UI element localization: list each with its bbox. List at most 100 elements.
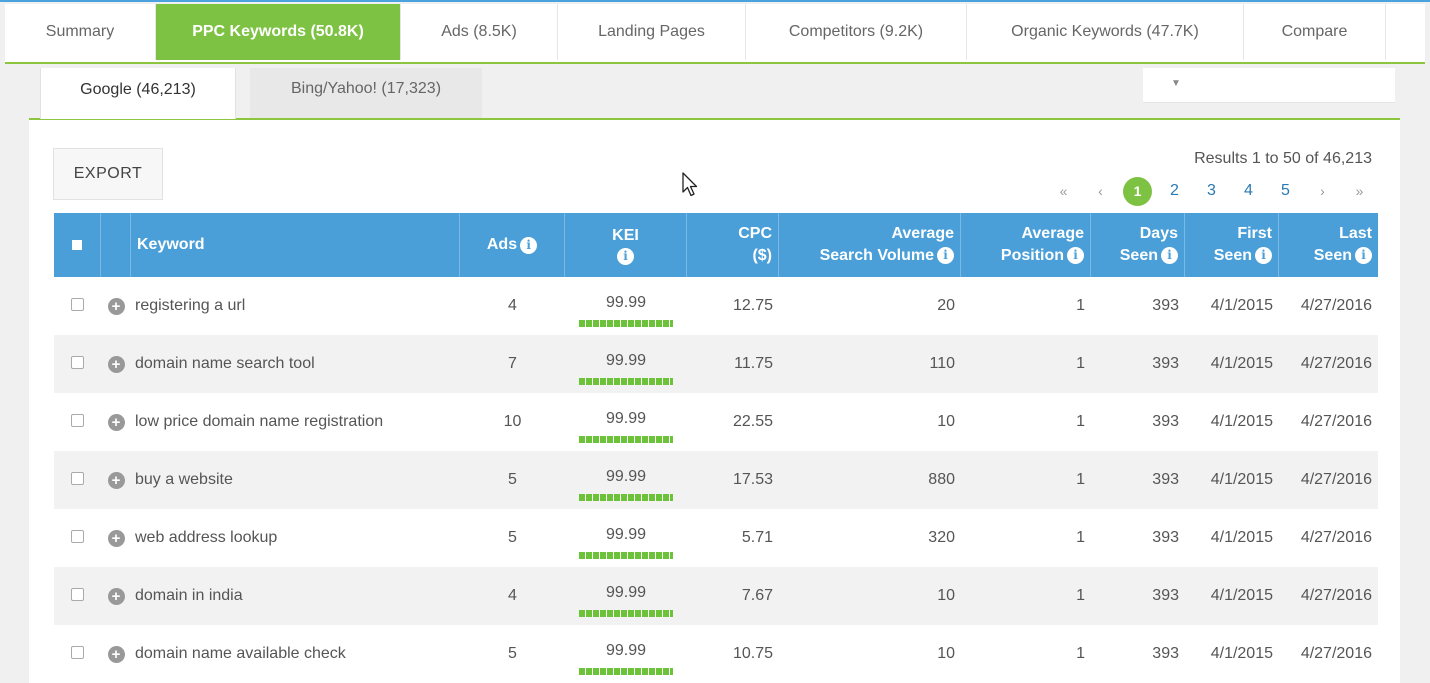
page-link-2[interactable]: 2 — [1170, 182, 1179, 199]
row-checkbox[interactable] — [71, 355, 84, 369]
row-checkbox[interactable] — [71, 587, 84, 601]
plus-circle-icon[interactable]: + — [107, 645, 125, 663]
info-icon[interactable]: i — [520, 236, 538, 254]
col-last-seen-label-2: Seen — [1313, 247, 1352, 264]
col-avg-search-volume-label-2: Search Volume — [819, 247, 934, 264]
col-ads-label: Ads — [486, 236, 518, 253]
plus-circle-icon[interactable]: + — [107, 587, 125, 605]
tab-bing-yahoo[interactable]: Bing/Yahoo! (17,323) — [250, 68, 482, 118]
tab-competitors[interactable]: Competitors (9.2K) — [746, 4, 967, 60]
kei-bar — [579, 610, 673, 617]
last-page-button[interactable]: » — [1355, 183, 1364, 199]
col-days-seen[interactable]: Days Seen i — [1091, 213, 1185, 277]
info-icon[interactable]: i — [1255, 247, 1272, 265]
cell-avg-position: 1 — [1076, 413, 1085, 430]
cell-days-seen: 393 — [1152, 529, 1179, 546]
caret-down-icon: ▼ — [1171, 78, 1181, 89]
filter-dropdown[interactable]: ▼ — [1143, 68, 1395, 103]
tab-ads[interactable]: Ads (8.5K) — [401, 4, 558, 60]
cell-kei: 99.99 — [565, 393, 687, 451]
next-page-button[interactable]: › — [1320, 183, 1325, 199]
tab-ppc-keywords[interactable]: PPC Keywords (50.8K) — [156, 4, 401, 60]
cell-kei: 99.99 — [565, 509, 687, 567]
cell-last-seen: 4/27/2016 — [1300, 587, 1372, 604]
col-avg-search-volume[interactable]: Average Search Volume i — [779, 213, 961, 277]
col-days-seen-label-1: Days — [1139, 225, 1178, 242]
cell-keyword[interactable]: domain name available check — [135, 645, 346, 662]
table-row: + registering a url 99.99 4 12.75 20 1 393 4/1/2… — [54, 277, 1378, 335]
cell-keyword[interactable]: buy a website — [135, 471, 233, 488]
col-first-seen-label-1: First — [1237, 225, 1272, 242]
plus-circle-icon[interactable]: + — [107, 413, 125, 431]
page-link-3[interactable]: 3 — [1207, 182, 1216, 199]
page-link-5[interactable]: 5 — [1281, 182, 1290, 199]
page-link-4[interactable]: 4 — [1244, 182, 1253, 199]
row-select-cell — [54, 335, 101, 393]
tab-summary[interactable]: Summary — [5, 4, 156, 60]
info-icon[interactable]: i — [1161, 247, 1178, 265]
cell-days-seen: 393 — [1152, 297, 1179, 314]
row-checkbox[interactable] — [71, 645, 84, 659]
row-checkbox[interactable] — [71, 529, 84, 543]
cell-avg-position: 1 — [1076, 297, 1085, 314]
plus-circle-icon[interactable]: + — [107, 297, 125, 315]
cell-keyword[interactable]: registering a url — [135, 297, 246, 314]
first-page-button[interactable]: « — [1059, 183, 1068, 199]
cell-keyword[interactable]: domain in india — [135, 587, 243, 604]
col-avg-position[interactable]: Average Position i — [961, 213, 1091, 277]
cell-cpc: 10.75 — [732, 645, 773, 662]
col-ads[interactable]: Ads i — [460, 213, 565, 277]
col-avg-position-label-1: Average — [1021, 225, 1084, 242]
col-last-seen[interactable]: Last Seen i — [1279, 213, 1378, 277]
keywords-table: Keyword Ads i KEI i CPC ($) Average Search V… — [54, 213, 1378, 683]
col-cpc[interactable]: CPC ($) — [687, 213, 779, 277]
row-expand-cell: + — [101, 277, 131, 335]
row-checkbox[interactable] — [71, 297, 84, 311]
cell-first-seen: 4/1/2015 — [1210, 297, 1273, 314]
kei-value: 99.99 — [605, 468, 647, 485]
col-last-seen-label-1: Last — [1339, 225, 1372, 242]
cell-days-seen: 393 — [1152, 587, 1179, 604]
info-icon[interactable]: i — [1067, 247, 1084, 265]
top-accent-line — [0, 0, 1430, 2]
select-all-checkbox[interactable] — [72, 240, 82, 250]
tab-compare[interactable]: Compare — [1244, 4, 1386, 60]
row-checkbox[interactable] — [71, 471, 84, 485]
main-tab-bar: Summary PPC Keywords (50.8K) Ads (8.5K) … — [5, 4, 1425, 64]
kei-value: 99.99 — [605, 526, 647, 543]
cell-first-seen: 4/1/2015 — [1210, 413, 1273, 430]
col-kei[interactable]: KEI i — [565, 213, 687, 277]
row-checkbox[interactable] — [71, 413, 84, 427]
pagination: « ‹ 1 2 3 4 5 › » — [1045, 176, 1378, 206]
cell-keyword[interactable]: low price domain name registration — [135, 413, 384, 430]
info-icon[interactable]: i — [937, 247, 954, 265]
tab-google[interactable]: Google (46,213) — [40, 68, 236, 119]
col-first-seen[interactable]: First Seen i — [1185, 213, 1279, 277]
row-expand-cell: + — [101, 567, 131, 625]
col-keyword[interactable]: Keyword — [131, 213, 460, 277]
ppc-keywords-panel: Google (46,213) Bing/Yahoo! (17,323) ▼ E… — [29, 68, 1400, 683]
cell-keyword[interactable]: web address lookup — [135, 529, 278, 546]
plus-circle-icon[interactable]: + — [107, 355, 125, 373]
tab-landing-pages[interactable]: Landing Pages — [558, 4, 746, 60]
prev-page-button[interactable]: ‹ — [1098, 183, 1103, 199]
cell-kei: 99.99 — [565, 567, 687, 625]
cell-first-seen: 4/1/2015 — [1210, 355, 1273, 372]
export-button[interactable]: EXPORT — [53, 148, 163, 200]
kei-value: 99.99 — [605, 584, 647, 601]
kei-value: 99.99 — [605, 642, 647, 659]
table-body: + registering a url 99.99 4 12.75 20 1 393 4/1/2… — [54, 277, 1378, 683]
cell-avg-position: 1 — [1076, 471, 1085, 488]
cell-days-seen: 393 — [1152, 645, 1179, 662]
cell-keyword[interactable]: domain name search tool — [135, 355, 315, 372]
kei-bar — [579, 436, 673, 443]
plus-circle-icon[interactable]: + — [107, 529, 125, 547]
info-icon[interactable]: i — [617, 248, 634, 265]
plus-circle-icon[interactable]: + — [107, 471, 125, 489]
row-expand-cell: + — [101, 625, 131, 683]
tab-organic-keywords[interactable]: Organic Keywords (47.7K) — [967, 4, 1244, 60]
current-page[interactable]: 1 — [1119, 176, 1156, 206]
cell-last-seen: 4/27/2016 — [1300, 297, 1372, 314]
info-icon[interactable]: i — [1355, 247, 1372, 265]
table-row: + domain name search tool 99.99 7 11.75 110 1 3… — [54, 335, 1378, 393]
